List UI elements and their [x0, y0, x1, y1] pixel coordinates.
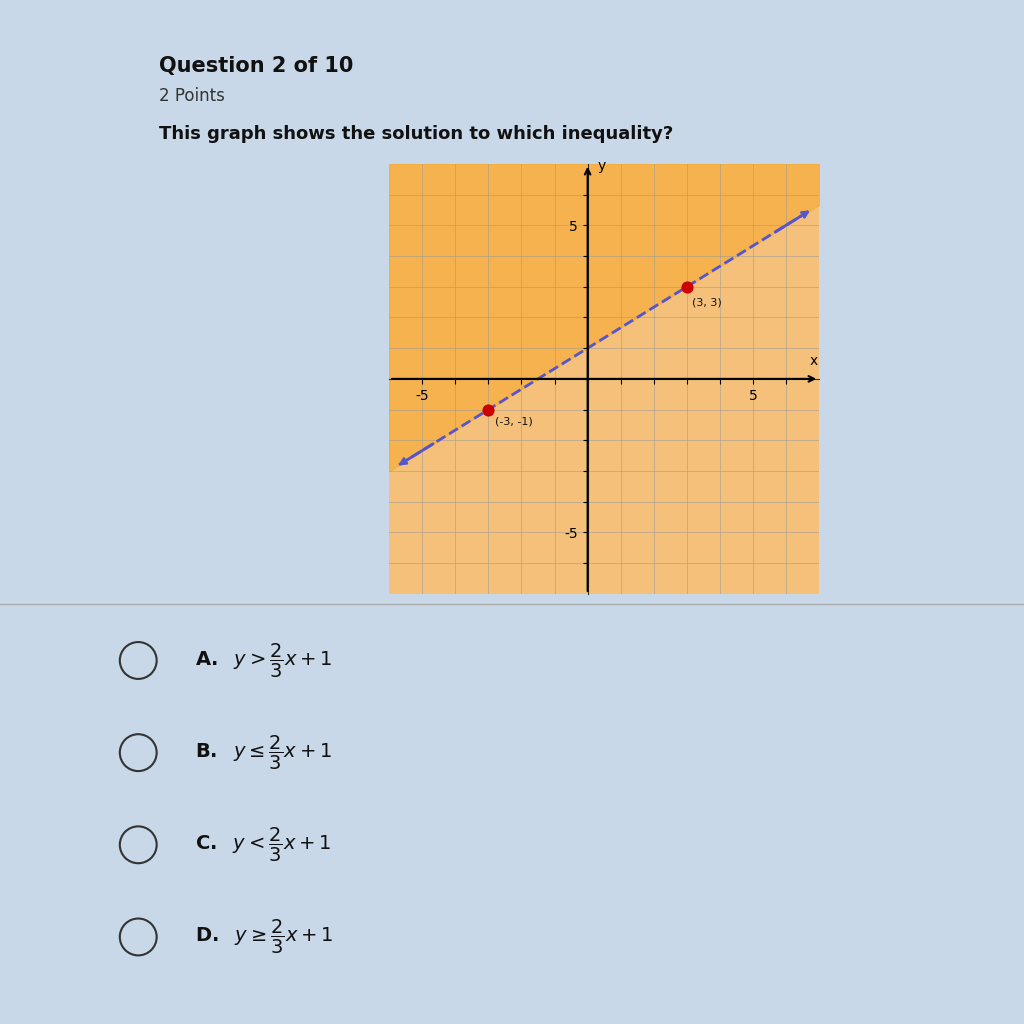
Point	[679, 279, 695, 295]
Text: (-3, -1): (-3, -1)	[495, 417, 532, 427]
Text: 2 Points: 2 Points	[159, 87, 224, 105]
Text: $\mathbf{D.}$  $y \geq \dfrac{2}{3}x + 1$: $\mathbf{D.}$ $y \geq \dfrac{2}{3}x + 1$	[195, 918, 333, 956]
Text: This graph shows the solution to which inequality?: This graph shows the solution to which i…	[159, 125, 673, 143]
Text: Question 2 of 10: Question 2 of 10	[159, 56, 353, 77]
Text: $\mathbf{A.}$  $y > \dfrac{2}{3}x + 1$: $\mathbf{A.}$ $y > \dfrac{2}{3}x + 1$	[195, 641, 332, 680]
Text: $\mathbf{B.}$  $y \leq \dfrac{2}{3}x + 1$: $\mathbf{B.}$ $y \leq \dfrac{2}{3}x + 1$	[195, 733, 332, 772]
Text: y: y	[598, 159, 606, 173]
Text: $\mathbf{C.}$  $y < \dfrac{2}{3}x + 1$: $\mathbf{C.}$ $y < \dfrac{2}{3}x + 1$	[195, 825, 331, 864]
Text: (3, 3): (3, 3)	[692, 297, 722, 307]
Point	[480, 401, 497, 418]
Text: x: x	[809, 354, 817, 368]
